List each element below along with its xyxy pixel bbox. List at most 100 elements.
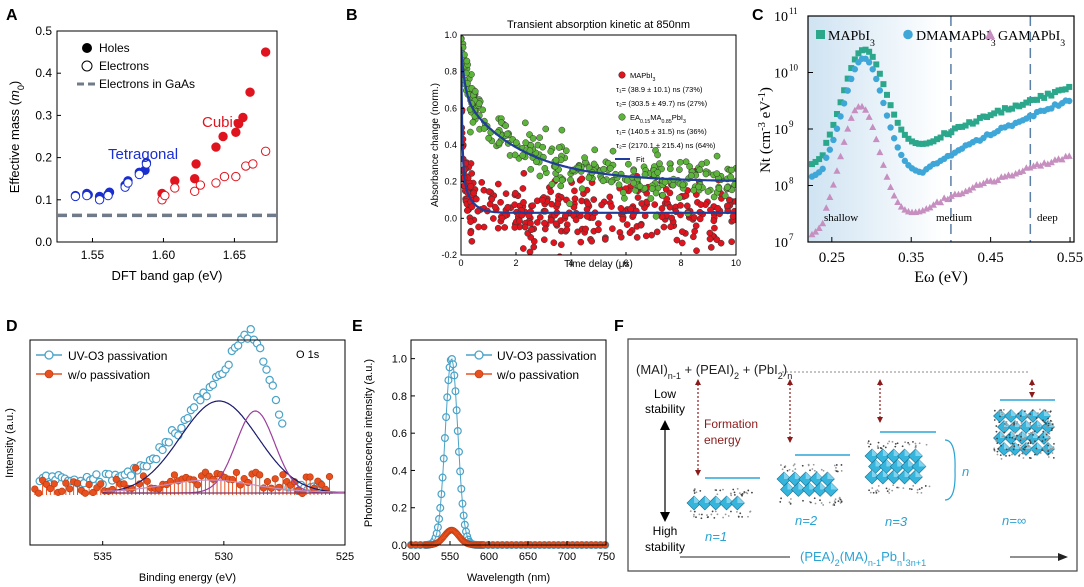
- data-point: [617, 205, 625, 212]
- organic-cation: [995, 425, 998, 427]
- organic-cation: [1009, 415, 1012, 418]
- organic-cation: [1028, 439, 1031, 442]
- organic-spacer: [891, 440, 894, 443]
- data-point: [724, 202, 731, 210]
- data-point: [876, 87, 884, 94]
- organic-cation: [1040, 437, 1043, 440]
- data-point: [50, 480, 58, 488]
- data-point: [959, 123, 966, 130]
- panel-f: F(MAI)n-1 + (PEAI)2 + (PbI2)nLowstabilit…: [614, 318, 1078, 572]
- organic-cation: [1050, 429, 1053, 432]
- data-point: [160, 190, 170, 201]
- octahedron-facet: [827, 472, 835, 479]
- data-point: [955, 124, 962, 131]
- organic-spacer: [833, 500, 836, 503]
- data-point: [1009, 105, 1016, 112]
- organic-spacer: [888, 488, 891, 491]
- organic-cation: [1018, 454, 1020, 457]
- organic-cation: [1052, 446, 1055, 449]
- organic-cation: [1036, 425, 1038, 428]
- organic-cation: [1022, 452, 1025, 455]
- data-point: [1066, 97, 1073, 105]
- data-point: [536, 213, 544, 221]
- organic-spacer: [839, 498, 842, 501]
- organic-cation: [1019, 444, 1022, 447]
- data-point: [183, 413, 192, 423]
- data-point: [812, 228, 820, 235]
- organic-spacer: [837, 500, 840, 503]
- organic-spacer: [789, 502, 792, 505]
- organic-cation: [1029, 423, 1031, 425]
- data-point: [617, 233, 625, 241]
- data-point: [633, 234, 641, 241]
- organic-spacer: [833, 464, 836, 467]
- data-point: [822, 204, 830, 211]
- data-point: [823, 154, 830, 161]
- data-point: [1066, 83, 1073, 90]
- organic-spacer: [719, 489, 722, 492]
- organic-cation: [1047, 450, 1050, 452]
- octahedron-facet: [1037, 442, 1044, 449]
- y-tick-label: 0.2: [35, 151, 52, 165]
- y-tick-label: 0.1: [35, 193, 52, 207]
- organic-cation: [1032, 433, 1034, 436]
- organic-spacer: [876, 445, 879, 448]
- data-point: [126, 471, 136, 480]
- data-point: [522, 139, 530, 147]
- data-point: [891, 111, 898, 118]
- data-point: [539, 143, 547, 151]
- diagram-frame: [627, 338, 1078, 572]
- data-point: [1026, 97, 1033, 104]
- data-point: [211, 178, 221, 188]
- data-point: [869, 123, 877, 131]
- legend-marker: [474, 350, 484, 360]
- organic-spacer: [877, 447, 880, 449]
- organic-spacer: [780, 497, 782, 500]
- legend-marker-electrons: [81, 60, 93, 72]
- legend-marker: [44, 369, 54, 379]
- data-point: [501, 224, 509, 231]
- data-point: [947, 192, 955, 199]
- legend-marker: [618, 113, 626, 121]
- organic-spacer: [699, 489, 702, 492]
- legend-label: DMAMAPbI3: [916, 29, 996, 49]
- data-point: [62, 479, 70, 487]
- data-point: [558, 126, 566, 134]
- organic-spacer: [739, 512, 742, 515]
- organic-spacer: [838, 496, 841, 499]
- data-point: [1030, 96, 1037, 103]
- data-point: [512, 139, 520, 146]
- organic-spacer: [914, 442, 917, 445]
- organic-cation: [993, 447, 996, 450]
- organic-cation: [1020, 422, 1023, 424]
- data-point: [491, 203, 499, 211]
- organic-cation: [996, 437, 998, 440]
- organic-cation: [1045, 449, 1048, 452]
- organic-cation: [1005, 436, 1008, 439]
- data-point: [876, 148, 884, 156]
- organic-cation: [1029, 457, 1032, 460]
- data-point: [1016, 103, 1023, 110]
- data-point: [259, 357, 268, 366]
- organic-cation: [1011, 423, 1014, 426]
- data-point: [627, 205, 635, 213]
- data-point: [547, 148, 555, 155]
- organic-spacer: [783, 466, 786, 469]
- legend-label: GAMAPbI3: [998, 29, 1065, 49]
- region-label: shallow: [824, 212, 858, 224]
- y-tick-label: 0.3: [35, 108, 52, 122]
- data-point: [887, 183, 895, 191]
- data-point: [112, 475, 120, 483]
- data-point: [92, 470, 101, 479]
- organic-spacer: [835, 470, 838, 473]
- legend-marker: [618, 71, 626, 79]
- data-point: [994, 107, 1001, 114]
- data-point: [1047, 158, 1055, 166]
- data-point: [502, 122, 510, 130]
- data-point: [819, 165, 826, 173]
- y-tick-label: 10: [774, 123, 788, 138]
- data-point: [847, 114, 855, 121]
- organic-cation: [1051, 452, 1054, 454]
- x-tick-label: 6: [623, 258, 628, 268]
- organic-spacer: [809, 469, 811, 472]
